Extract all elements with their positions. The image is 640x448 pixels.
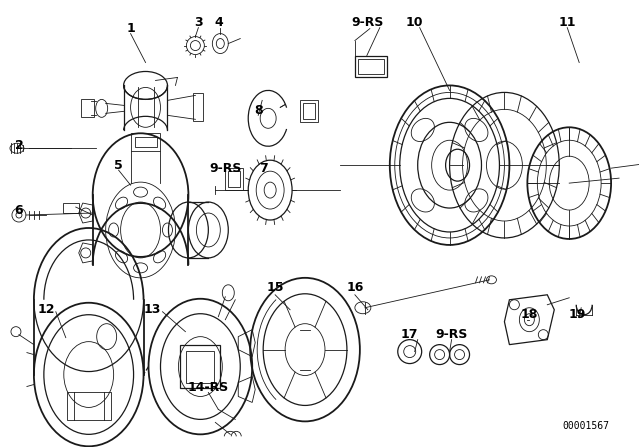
Bar <box>180 345 220 388</box>
Text: 6: 6 <box>15 203 23 216</box>
Text: 15: 15 <box>266 281 284 294</box>
Text: 19: 19 <box>568 308 586 321</box>
Bar <box>300 100 318 122</box>
Bar <box>358 59 384 74</box>
Text: 2: 2 <box>15 139 23 152</box>
Text: 10: 10 <box>406 16 424 29</box>
Text: 00001567: 00001567 <box>562 422 609 431</box>
Bar <box>67 392 111 420</box>
Text: 11: 11 <box>559 16 576 29</box>
Bar <box>134 137 157 147</box>
Bar <box>186 351 214 383</box>
Bar <box>355 56 387 78</box>
Text: 1: 1 <box>126 22 135 35</box>
Text: 8: 8 <box>254 104 262 117</box>
Text: 4: 4 <box>214 16 223 29</box>
Bar <box>81 99 93 117</box>
Text: 3: 3 <box>194 16 203 29</box>
Text: 7: 7 <box>259 162 268 175</box>
Text: 9-RS: 9-RS <box>209 162 241 175</box>
Text: 16: 16 <box>346 281 364 294</box>
Bar <box>303 103 315 119</box>
Text: 9-RS: 9-RS <box>435 328 468 341</box>
Bar <box>63 203 79 213</box>
Bar <box>193 93 204 121</box>
Text: 12: 12 <box>37 303 54 316</box>
Text: 17: 17 <box>401 328 419 341</box>
Text: 9-RS: 9-RS <box>351 16 384 29</box>
Bar <box>228 171 240 187</box>
Text: 13: 13 <box>144 303 161 316</box>
Text: 18: 18 <box>521 308 538 321</box>
Bar <box>225 168 243 190</box>
Text: 5: 5 <box>115 159 123 172</box>
Bar <box>131 134 161 151</box>
Text: 14-RS: 14-RS <box>188 381 229 394</box>
